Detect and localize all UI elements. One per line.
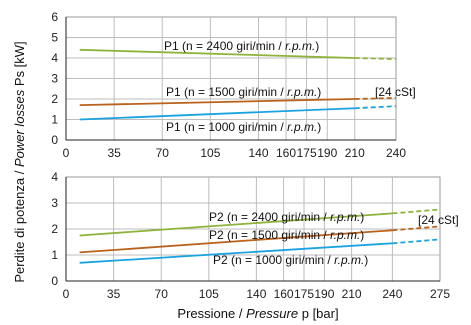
x-tick-label: 160 bbox=[274, 287, 294, 301]
x-tick-label: 160 bbox=[276, 146, 296, 160]
bottom-chart: 0 35 70 105 140 160 175 190 210 240 275 0 1 2 3 4 P2 (n … bbox=[51, 170, 458, 301]
series-line bbox=[79, 48, 355, 59]
series-line bbox=[79, 229, 393, 254]
y-tick-label: 2 bbox=[51, 92, 58, 106]
viscosity-annotation: [24 cSt] bbox=[418, 213, 459, 227]
y-tick-label: 5 bbox=[51, 31, 58, 45]
y-tick-label: 4 bbox=[51, 170, 58, 184]
y-tick-label: 3 bbox=[51, 72, 58, 86]
x-tick-label: 175 bbox=[297, 146, 317, 160]
y-axis-title: Perdite di potenza / Power losses Ps [kW… bbox=[12, 41, 27, 282]
series-extrapolation-line bbox=[392, 238, 441, 245]
x-tick-label: 210 bbox=[342, 287, 362, 301]
x-tick-label: 35 bbox=[107, 287, 121, 301]
series-line bbox=[79, 242, 393, 264]
series-label: P2 (n = 2400 giri/min / r.p.m.) bbox=[209, 210, 364, 224]
x-tick-label: 275 bbox=[430, 287, 450, 301]
x-tick-label: 175 bbox=[294, 287, 314, 301]
x-tick-label: 240 bbox=[386, 146, 406, 160]
y-tick-label: 0 bbox=[51, 274, 58, 288]
y-tick-label: 0 bbox=[51, 133, 58, 147]
x-tick-label: 140 bbox=[246, 287, 266, 301]
series-extrapolation-line bbox=[354, 97, 397, 100]
x-tick-label: 210 bbox=[345, 146, 365, 160]
x-tick-label: 190 bbox=[314, 287, 334, 301]
x-tick-label: 0 bbox=[63, 287, 70, 301]
y-tick-label: 6 bbox=[51, 10, 58, 24]
series-line bbox=[79, 107, 355, 121]
series-extrapolation-line bbox=[354, 105, 397, 110]
top-chart: 0 35 70 105 140 160 175 190 210 240 0 1 2 3 4 5 6 P1 (n =… bbox=[51, 10, 415, 160]
y-tick-label: 2 bbox=[51, 222, 58, 236]
series-label: P1 (n = 1500 giri/min / r.p.m.) bbox=[166, 85, 321, 99]
y-tick-label: 4 bbox=[51, 51, 58, 65]
x-tick-label: 0 bbox=[63, 146, 70, 160]
x-tick-label: 190 bbox=[317, 146, 337, 160]
x-tick-label: 105 bbox=[199, 287, 219, 301]
x-tick-label: 70 bbox=[156, 146, 170, 160]
x-axis-title: Pressione / Pressure p [bar] bbox=[177, 306, 338, 321]
viscosity-annotation: [24 cSt] bbox=[375, 85, 416, 99]
y-tick-label: 1 bbox=[51, 113, 58, 127]
series-label: P1 (n = 1000 giri/min / r.p.m.) bbox=[166, 120, 321, 134]
series-line bbox=[79, 212, 393, 237]
x-tick-label: 35 bbox=[107, 146, 121, 160]
y-tick-label: 3 bbox=[51, 196, 58, 210]
series-label: P2 (n = 1500 giri/min / r.p.m.) bbox=[209, 228, 364, 242]
x-tick-label: 240 bbox=[382, 287, 402, 301]
y-tick-label: 1 bbox=[51, 248, 58, 262]
x-tick-label: 70 bbox=[155, 287, 169, 301]
x-tick-label: 105 bbox=[200, 146, 220, 160]
x-tick-label: 140 bbox=[248, 146, 268, 160]
series-label: P2 (n = 1000 giri/min / r.p.m.) bbox=[213, 253, 368, 267]
series-extrapolation-line bbox=[354, 57, 397, 60]
series-line bbox=[79, 98, 355, 107]
series-label: P1 (n = 2400 giri/min / r.p.m.) bbox=[164, 39, 319, 53]
